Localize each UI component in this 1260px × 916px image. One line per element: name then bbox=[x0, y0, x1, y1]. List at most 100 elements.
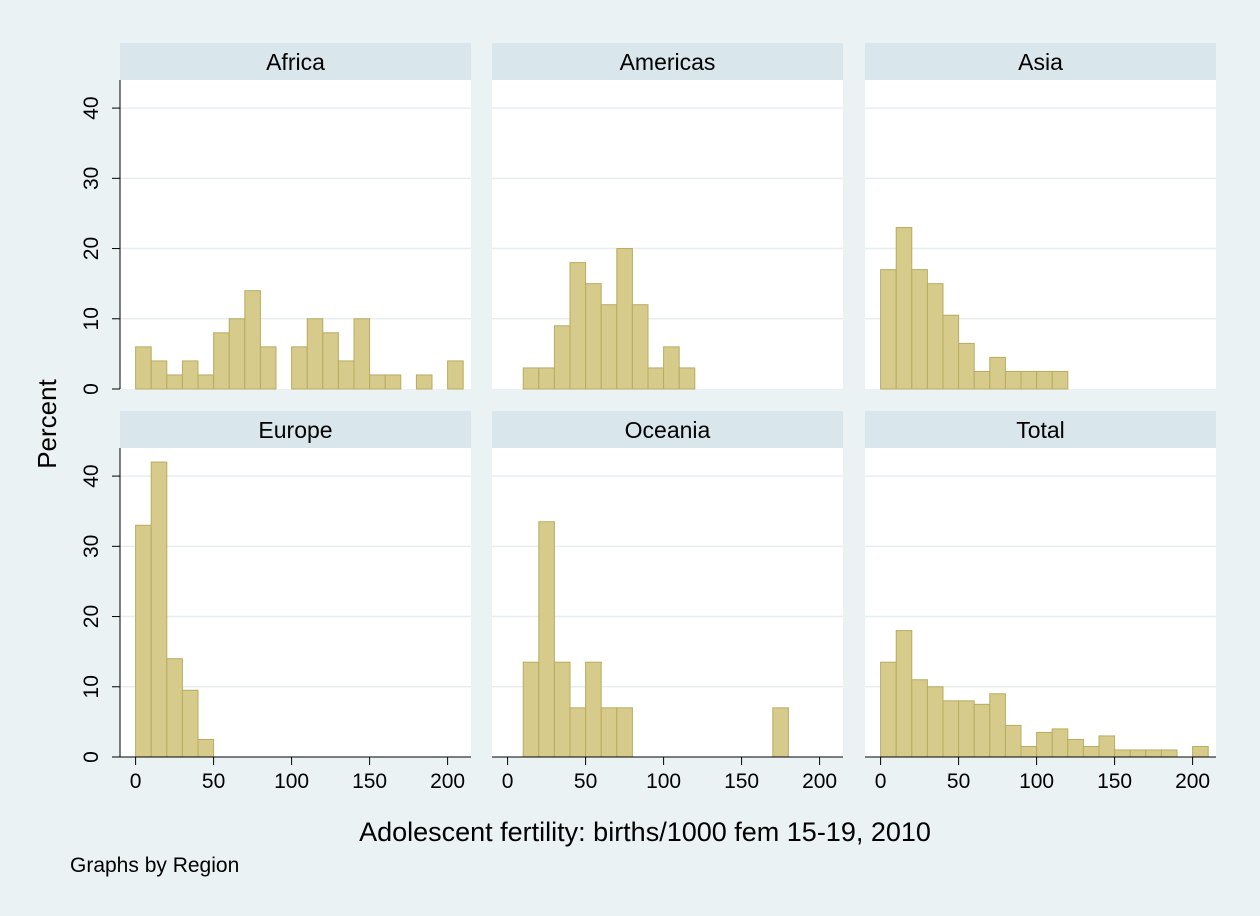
histogram-bar bbox=[1020, 745, 1038, 758]
histogram-bar bbox=[989, 693, 1006, 758]
panel-header bbox=[120, 43, 471, 80]
histogram-bar bbox=[1082, 745, 1100, 758]
histogram-bar bbox=[600, 304, 618, 390]
panel-header bbox=[865, 411, 1216, 448]
x-tick-label: 200 bbox=[802, 770, 837, 793]
y-tick-label: 40 bbox=[80, 464, 103, 487]
histogram-bar bbox=[958, 700, 975, 758]
histogram-bar bbox=[1004, 370, 1022, 390]
histogram-bar bbox=[228, 318, 246, 390]
x-tick-label: 100 bbox=[1019, 770, 1054, 793]
histogram-bar bbox=[522, 367, 540, 390]
panel-header bbox=[492, 43, 843, 80]
panel-title: Americas bbox=[620, 49, 716, 75]
histogram-bar bbox=[1160, 749, 1178, 758]
y-axis-label: Percent bbox=[32, 378, 62, 468]
histogram-bar bbox=[259, 346, 277, 390]
histogram-bar bbox=[322, 332, 339, 390]
y-tick-label: 10 bbox=[80, 675, 103, 698]
histogram-bar bbox=[181, 689, 199, 758]
histogram-bar bbox=[880, 269, 897, 390]
plot-area bbox=[492, 80, 843, 389]
histogram-bar bbox=[384, 374, 402, 390]
histogram-bar bbox=[291, 346, 308, 390]
panel-africa: Africa 0 10 20 30 40 bbox=[80, 43, 471, 395]
x-tick-label: 100 bbox=[646, 770, 681, 793]
panels: Africa 0 10 20 30 40 Americas Asia Europe 0 10 20 30… bbox=[80, 43, 1216, 793]
y-tick-label: 30 bbox=[80, 535, 103, 558]
plot-area bbox=[120, 80, 471, 389]
histogram-bar bbox=[973, 703, 991, 758]
x-tick-label: 0 bbox=[502, 770, 514, 793]
x-tick-label: 50 bbox=[947, 770, 970, 793]
histogram-bar bbox=[942, 700, 960, 758]
y-tick-label: 0 bbox=[80, 383, 103, 395]
histogram-bar bbox=[616, 248, 633, 390]
histogram-bar bbox=[585, 661, 602, 758]
histogram-bar bbox=[973, 370, 991, 390]
x-tick-label: 200 bbox=[430, 770, 465, 793]
x-tick-label: 150 bbox=[1097, 770, 1132, 793]
histogram-bar bbox=[213, 332, 230, 390]
y-tick-label: 20 bbox=[80, 605, 103, 628]
histogram-bar bbox=[166, 374, 183, 390]
y-tick-label: 30 bbox=[80, 167, 103, 190]
histogram-bar bbox=[1067, 738, 1084, 758]
histogram-bar bbox=[926, 283, 944, 390]
x-tick-label: 50 bbox=[574, 770, 597, 793]
panel-oceania: Oceania 0 50 100 150 200 bbox=[492, 411, 843, 793]
histogram-bar bbox=[631, 304, 649, 390]
panel-title: Oceania bbox=[625, 417, 711, 443]
histogram-bar bbox=[600, 707, 618, 758]
panel-title: Asia bbox=[1018, 49, 1063, 75]
histogram-bar bbox=[880, 661, 897, 758]
y-tick-label: 10 bbox=[80, 307, 103, 330]
histogram-bar bbox=[447, 360, 464, 390]
histogram-bar bbox=[1051, 728, 1069, 758]
histogram-bar bbox=[663, 346, 680, 390]
histogram-bar bbox=[569, 707, 587, 758]
histogram-bar bbox=[197, 738, 215, 758]
histogram-bar bbox=[989, 356, 1006, 390]
histogram-bar bbox=[369, 374, 386, 390]
histogram-bar bbox=[306, 318, 324, 390]
x-tick-label: 50 bbox=[202, 770, 225, 793]
histogram-bar bbox=[1129, 749, 1147, 758]
histogram-bar bbox=[150, 461, 168, 758]
histogram-bar bbox=[244, 290, 261, 390]
histogram-bar bbox=[569, 262, 587, 390]
histogram-bar bbox=[522, 661, 540, 758]
histogram-bar bbox=[895, 226, 913, 390]
histogram-bar bbox=[553, 661, 571, 758]
histogram-bar bbox=[353, 318, 371, 390]
histogram-bar bbox=[181, 360, 199, 390]
histogram-bar bbox=[772, 707, 789, 758]
panel-europe: Europe 0 10 20 30 40 0 50 100 150 200 bbox=[80, 411, 471, 793]
x-tick-label: 150 bbox=[724, 770, 759, 793]
histogram-bar bbox=[926, 686, 944, 758]
histogram-bar bbox=[1098, 735, 1116, 758]
histogram-bar bbox=[1004, 724, 1022, 758]
histogram-bar bbox=[958, 342, 975, 390]
y-tick-label: 0 bbox=[80, 751, 103, 763]
histogram-bar bbox=[942, 314, 960, 390]
panel-header bbox=[120, 411, 471, 448]
histogram-bar bbox=[135, 346, 152, 390]
histogram-bar bbox=[415, 374, 433, 390]
histogram-bar bbox=[616, 707, 633, 758]
histogram-bar bbox=[647, 367, 665, 390]
y-tick-label: 40 bbox=[80, 96, 103, 119]
x-tick-label: 100 bbox=[274, 770, 309, 793]
histogram-bar bbox=[166, 658, 183, 758]
histogram-bar bbox=[1114, 749, 1131, 758]
panel-title: Africa bbox=[266, 49, 325, 75]
y-tick-label: 20 bbox=[80, 237, 103, 260]
x-tick-label: 0 bbox=[875, 770, 887, 793]
histogram-bar bbox=[911, 679, 928, 758]
x-tick-label: 200 bbox=[1175, 770, 1210, 793]
histogram-bar bbox=[538, 367, 555, 390]
histogram-bar bbox=[135, 524, 152, 758]
histogram-bar bbox=[895, 630, 913, 758]
x-axis-label: Adolescent fertility: births/1000 fem 15… bbox=[359, 817, 931, 847]
